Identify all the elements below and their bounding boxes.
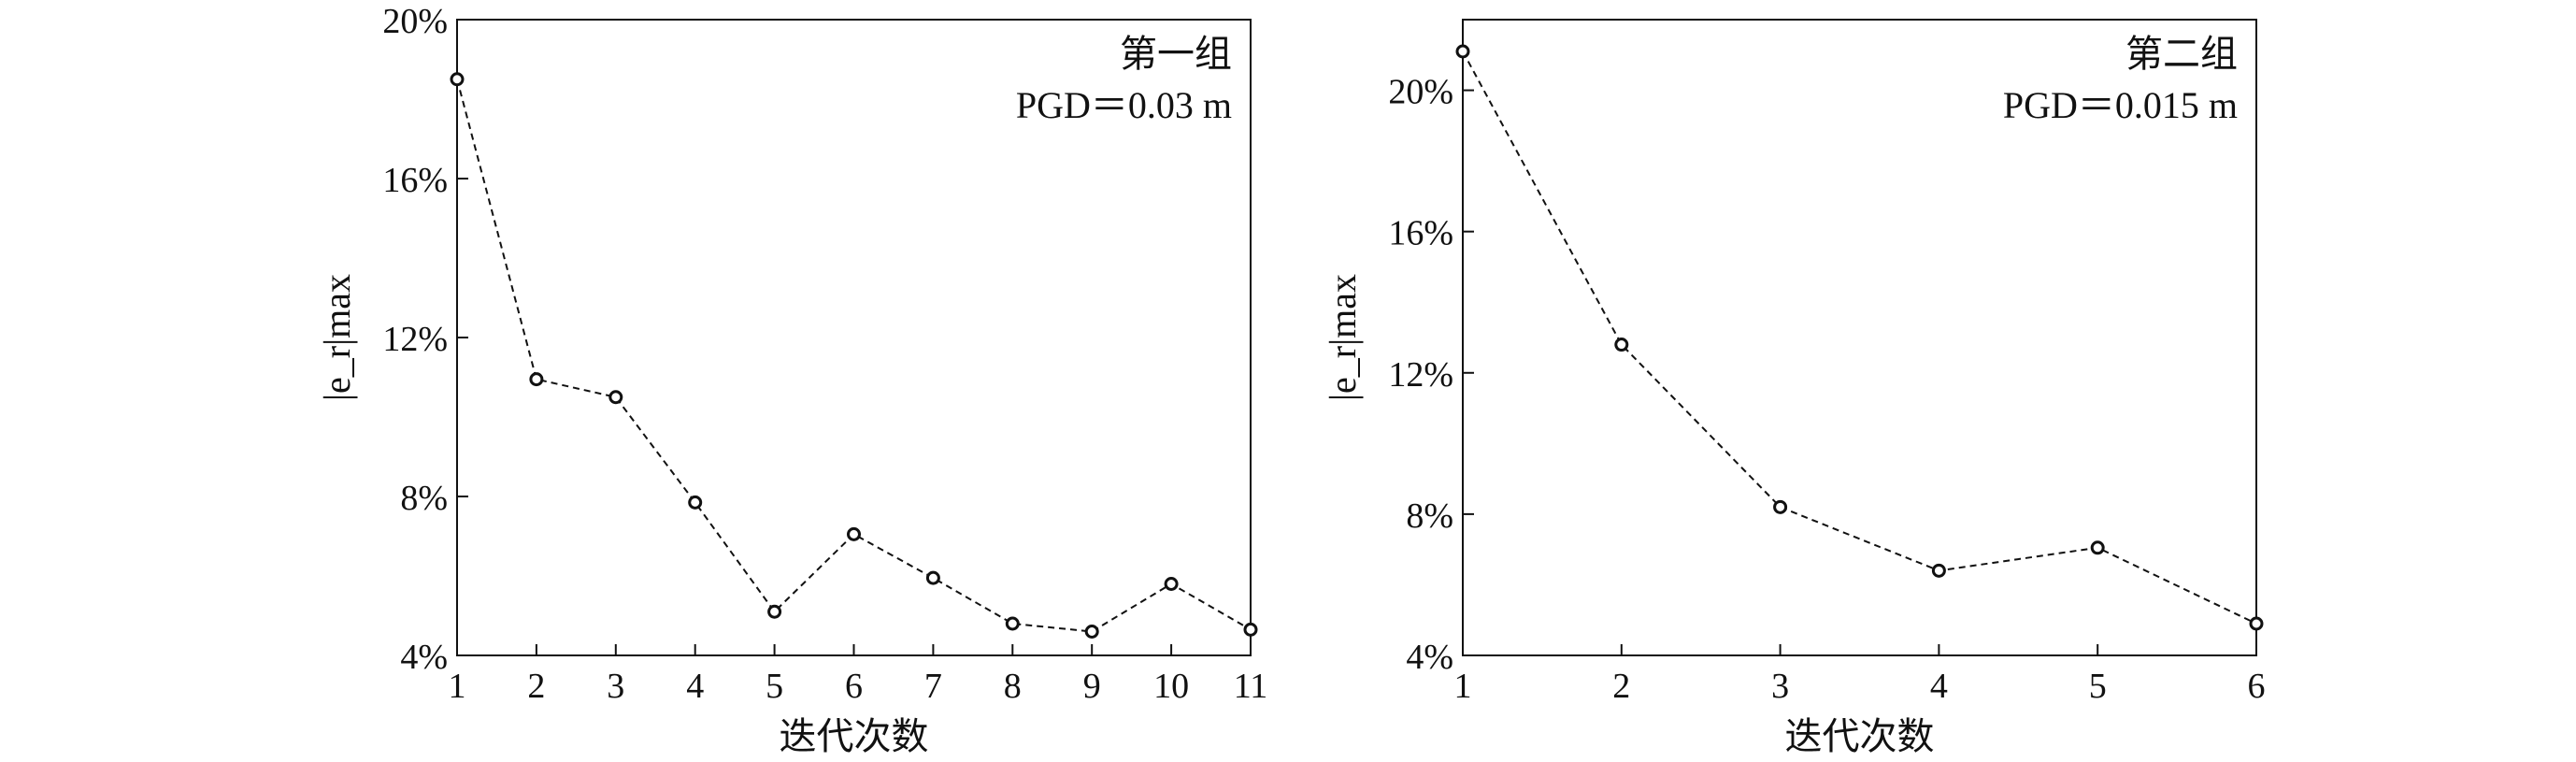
data-point [1084, 625, 1099, 639]
y-tick-label: 12% [1388, 355, 1453, 395]
data-point [1005, 616, 1020, 631]
x-tick-label: 4 [1930, 667, 1948, 706]
y-tick-label: 20% [1388, 73, 1453, 112]
y-tick-label: 20% [382, 2, 448, 41]
data-point [2090, 540, 2105, 555]
x-tick-label: 1 [1454, 667, 1472, 706]
x-axis-label: 迭代次数 [780, 715, 929, 757]
series-line [456, 79, 1252, 633]
data-point [1455, 44, 1470, 59]
y-tick-label: 8% [1406, 496, 1453, 536]
x-axis-label: 迭代次数 [1785, 715, 1935, 757]
x-tick-label: 3 [607, 667, 624, 706]
data-point [767, 604, 782, 619]
data-point [450, 72, 465, 87]
data-point [1243, 622, 1258, 637]
x-tick-label: 2 [1612, 667, 1630, 706]
x-tick-label: 9 [1083, 667, 1101, 706]
annotation-text: 第一组 [1120, 33, 1232, 75]
x-tick-label: 10 [1153, 667, 1189, 706]
data-point [2249, 616, 2264, 631]
x-tick-label: 8 [1004, 667, 1022, 706]
data-point [1931, 563, 1946, 578]
series-line [1462, 50, 2257, 625]
data-point [608, 390, 623, 405]
data-point [688, 495, 703, 510]
x-tick-label: 6 [845, 667, 863, 706]
y-tick-label: 4% [1406, 638, 1453, 677]
data-point [1164, 577, 1179, 591]
x-tick-label: 7 [924, 667, 942, 706]
x-tick-label: 1 [449, 667, 466, 706]
y-tick-label: 16% [1388, 214, 1453, 253]
y-axis-label: |e_r|max [1322, 274, 1364, 401]
data-point [1773, 499, 1788, 514]
chart-panel-2: 4% 8% 12% 16% 20% 1 2 3 4 5 6 迭代次数 |e_r|max 第二组 PGD＝0.… [1322, 19, 2266, 757]
y-tick-label: 8% [400, 479, 448, 518]
annotation-text: 第二组 [2125, 33, 2238, 75]
y-axis-label: |e_r|max [316, 274, 358, 401]
x-tick-label: 5 [2089, 667, 2107, 706]
x-tick-label: 11 [1234, 667, 1268, 706]
y-tick-label: 4% [400, 638, 448, 677]
data-point [925, 570, 940, 585]
x-tick-label: 5 [766, 667, 783, 706]
x-tick-label: 6 [2248, 667, 2266, 706]
y-tick-label: 12% [382, 320, 448, 359]
y-tick-label: 16% [382, 161, 448, 200]
data-point [1614, 338, 1629, 352]
x-tick-label: 2 [527, 667, 545, 706]
chart-panel-1: 4% 8% 12% 16% 20% 1 2 3 4 5 6 7 8 9 10 11 迭代次数 |e_r|max 第一… [316, 2, 1267, 757]
annotation-text: PGD＝0.03 m [1016, 84, 1232, 126]
annotation-text: PGD＝0.015 m [2003, 84, 2238, 126]
x-tick-label: 3 [1771, 667, 1789, 706]
x-tick-label: 4 [686, 667, 704, 706]
data-point [847, 526, 861, 541]
data-point [529, 372, 544, 387]
plot-frame [1462, 19, 2257, 656]
